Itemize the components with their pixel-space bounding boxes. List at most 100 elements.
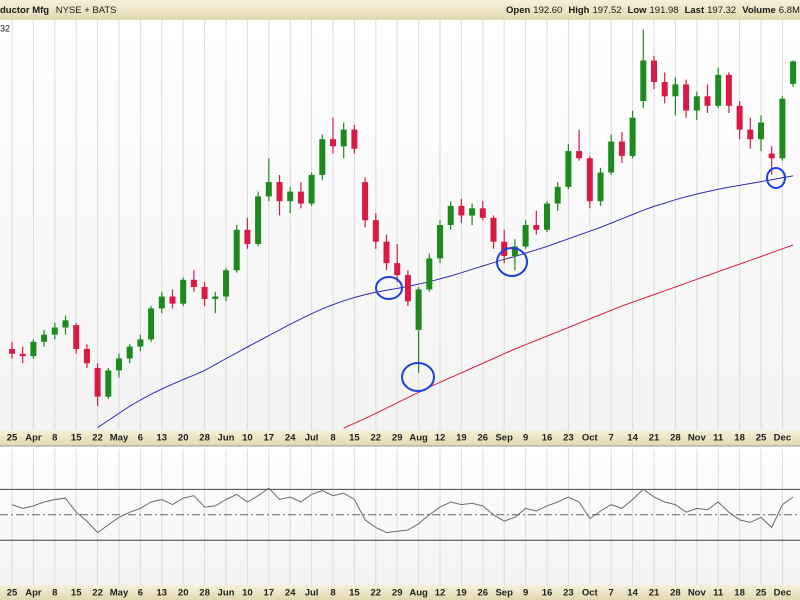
x-tick-label: Nov [688,588,707,599]
x-tick-label: 22 [92,588,103,599]
header-bar [0,0,800,20]
quote-value: 191.98 [650,5,679,16]
x-tick-label: 14 [627,588,638,599]
x-tick-label: 20 [178,588,189,599]
x-tick-label: 7 [609,588,614,599]
candle-body [447,205,454,225]
moving-average-line [97,175,794,429]
candle-body [469,208,476,216]
candle-body [244,229,251,245]
candle-body [415,289,422,330]
x-tick-label: 10 [242,588,253,599]
candle-body [522,225,529,247]
x-tick-label: Nov [688,433,707,444]
x-axis-band [0,430,800,446]
x-tick-label: Sep [495,433,513,444]
candle-body [51,327,58,335]
rsi-line [11,487,794,534]
candle-body [736,105,743,130]
x-tick-label: 15 [71,588,82,599]
x-tick-label: 25 [756,588,767,599]
candle-body [661,81,668,97]
annotations [375,167,786,392]
x-tick-label: 15 [71,433,82,444]
candle-body [212,296,219,299]
x-tick-label: 8 [52,433,57,444]
x-tick-label: 19 [456,433,467,444]
candle-body [479,208,486,218]
candle-body [255,196,262,245]
candle-body [565,151,572,187]
x-tick-label: Apr [25,433,42,444]
x-tick-label: Jun [218,588,235,599]
x-tick-label: Aug [409,588,428,599]
x-tick-label: 17 [264,433,275,444]
annotation-circle [375,276,403,300]
quote-value: 197.32 [707,5,736,16]
candle-body [223,270,229,297]
candle-body [372,220,379,242]
x-tick-label: 25 [756,433,767,444]
x-tick-label: 26 [478,588,489,599]
quote-label: Low [628,5,648,16]
candle-body [683,84,690,111]
candle-body [629,117,636,156]
candle-body [490,217,497,242]
candle-body [511,246,518,256]
quote-label: High [568,5,589,16]
candle-body [618,141,625,156]
rsi-plot [0,487,800,541]
candle-body [576,151,583,159]
x-tick-label: 28 [670,433,681,444]
x-tick-label: 8 [52,588,57,599]
candle-body [747,129,754,140]
x-tick-label: 13 [157,588,168,599]
candle-body [41,334,48,342]
candle-body [62,320,69,328]
x-tick-label: 17 [264,588,275,599]
x-tick-label: 23 [563,433,574,444]
candle-body [351,129,358,149]
candle-body [169,296,176,304]
candle-body [116,358,122,371]
x-tick-label: Apr [25,588,42,599]
moving-average-line [343,244,794,429]
exchange: NYSE + BATS [56,5,117,16]
annotation-circle [766,167,786,189]
candle-body [180,279,187,304]
x-tick-label: 10 [242,433,253,444]
candle-body [437,225,443,259]
header-quote: Open 192.60 High 197.52 Low 191.98 Last 197.32 V… [506,5,800,16]
x-tick-label: 28 [199,588,210,599]
candle-body [640,60,647,102]
x-tick-label: 22 [371,588,382,599]
x-tick-label: Jul [305,433,319,444]
x-tick-label: 22 [92,433,103,444]
x-tick-label: May [110,588,129,599]
candle-body [544,203,550,230]
candle-body [30,341,37,357]
x-tick-label: Jun [218,433,235,444]
x-tick-label: 28 [670,588,681,599]
quote-label: Open [506,5,530,16]
candle-body [9,348,15,354]
corner-label: 32 [0,23,10,33]
candle-body [651,60,657,82]
candle-body [693,96,700,111]
x-tick-label: 9 [523,588,528,599]
x-axis-band [0,585,800,600]
candle-body [19,353,26,357]
x-tick-label: 20 [178,433,189,444]
candle-body [265,182,272,197]
x-tick-label: 24 [285,433,296,444]
x-tick-label: 11 [713,433,724,444]
x-tick-label: 12 [435,588,446,599]
candle-body [105,370,112,397]
candle-body [319,139,326,175]
x-tick-label: 19 [456,588,467,599]
candle-body [73,325,80,349]
candle-body [201,286,208,299]
candle-body [715,74,722,106]
x-tick-label: May [110,433,129,444]
